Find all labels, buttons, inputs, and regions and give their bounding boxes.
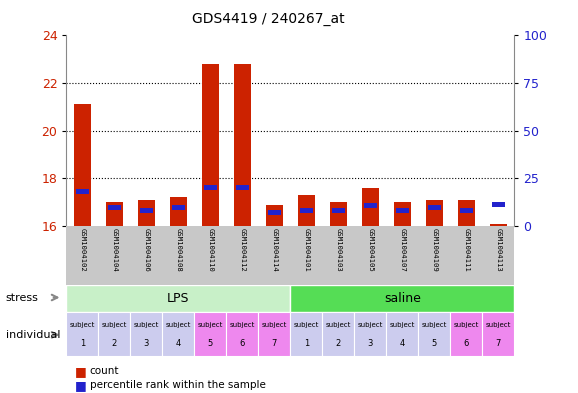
Bar [266, 204, 283, 226]
Bar [108, 205, 121, 211]
Bar [131, 312, 162, 356]
Bar [354, 312, 387, 356]
Bar [362, 188, 379, 226]
Text: stress: stress [6, 292, 39, 303]
Bar [329, 202, 347, 226]
Text: GSM1004114: GSM1004114 [272, 228, 277, 272]
Bar [364, 203, 377, 208]
Bar [73, 105, 91, 226]
Bar [194, 312, 227, 356]
Text: 2: 2 [112, 339, 117, 348]
Bar [460, 208, 473, 213]
Text: GSM1004101: GSM1004101 [303, 228, 309, 272]
Text: subject: subject [326, 321, 351, 327]
Text: 3: 3 [144, 339, 149, 348]
Text: 6: 6 [240, 339, 245, 348]
Text: subject: subject [358, 321, 383, 327]
Text: subject: subject [198, 321, 223, 327]
Bar [66, 312, 98, 356]
Text: GSM1004112: GSM1004112 [239, 228, 246, 272]
Bar [298, 195, 315, 226]
Text: subject: subject [262, 321, 287, 327]
Text: GSM1004105: GSM1004105 [368, 228, 373, 272]
Text: GSM1004102: GSM1004102 [79, 228, 86, 272]
Text: GSM1004107: GSM1004107 [399, 228, 405, 272]
Text: 5: 5 [208, 339, 213, 348]
Text: subject: subject [454, 321, 479, 327]
Bar [301, 208, 313, 213]
Text: percentile rank within the sample: percentile rank within the sample [90, 380, 265, 390]
Text: ■: ■ [75, 378, 87, 392]
Bar [170, 197, 187, 226]
Text: 4: 4 [176, 339, 181, 348]
Text: 7: 7 [496, 339, 501, 348]
Bar [172, 205, 184, 211]
Text: 2: 2 [336, 339, 341, 348]
Bar [394, 202, 411, 226]
Text: GSM1004108: GSM1004108 [176, 228, 181, 272]
Bar [202, 64, 219, 226]
Bar [490, 224, 507, 226]
Text: 7: 7 [272, 339, 277, 348]
Text: GSM1004106: GSM1004106 [143, 228, 150, 272]
Bar [323, 312, 354, 356]
Text: GSM1004110: GSM1004110 [208, 228, 213, 272]
Bar [483, 312, 514, 356]
Bar [290, 312, 323, 356]
Bar [332, 208, 344, 213]
Bar [140, 208, 153, 213]
Text: GSM1004109: GSM1004109 [431, 228, 438, 272]
Text: 5: 5 [432, 339, 437, 348]
Bar [450, 312, 483, 356]
Bar [458, 200, 475, 226]
Bar [387, 312, 418, 356]
Bar [290, 285, 514, 312]
Bar [106, 202, 123, 226]
Text: subject: subject [422, 321, 447, 327]
Bar [98, 312, 131, 356]
Text: LPS: LPS [167, 292, 190, 305]
Text: subject: subject [230, 321, 255, 327]
Text: ■: ■ [75, 365, 87, 378]
Bar [268, 210, 280, 215]
Text: subject: subject [166, 321, 191, 327]
Text: subject: subject [134, 321, 159, 327]
Text: 1: 1 [304, 339, 309, 348]
Text: individual: individual [6, 330, 60, 340]
Text: subject: subject [486, 321, 511, 327]
Text: count: count [90, 366, 119, 376]
Text: 6: 6 [464, 339, 469, 348]
Bar [418, 312, 450, 356]
Bar [76, 189, 88, 194]
Text: 1: 1 [80, 339, 85, 348]
Bar [397, 208, 409, 213]
Bar [236, 185, 249, 190]
Text: subject: subject [390, 321, 415, 327]
Text: subject: subject [102, 321, 127, 327]
Text: saline: saline [384, 292, 421, 305]
Bar [258, 312, 291, 356]
Bar [428, 205, 440, 211]
Text: 4: 4 [400, 339, 405, 348]
Text: GSM1004103: GSM1004103 [335, 228, 342, 272]
Text: 3: 3 [368, 339, 373, 348]
Bar [66, 285, 290, 312]
Bar [227, 312, 258, 356]
Bar [138, 200, 155, 226]
Text: subject: subject [70, 321, 95, 327]
Text: GSM1004111: GSM1004111 [464, 228, 469, 272]
Bar [492, 202, 505, 207]
Bar [234, 64, 251, 226]
Bar [204, 185, 217, 190]
Text: GSM1004104: GSM1004104 [112, 228, 117, 272]
Bar [425, 200, 443, 226]
Text: subject: subject [294, 321, 319, 327]
Text: GDS4419 / 240267_at: GDS4419 / 240267_at [192, 12, 344, 26]
Bar [162, 312, 194, 356]
Text: GSM1004113: GSM1004113 [495, 228, 502, 272]
